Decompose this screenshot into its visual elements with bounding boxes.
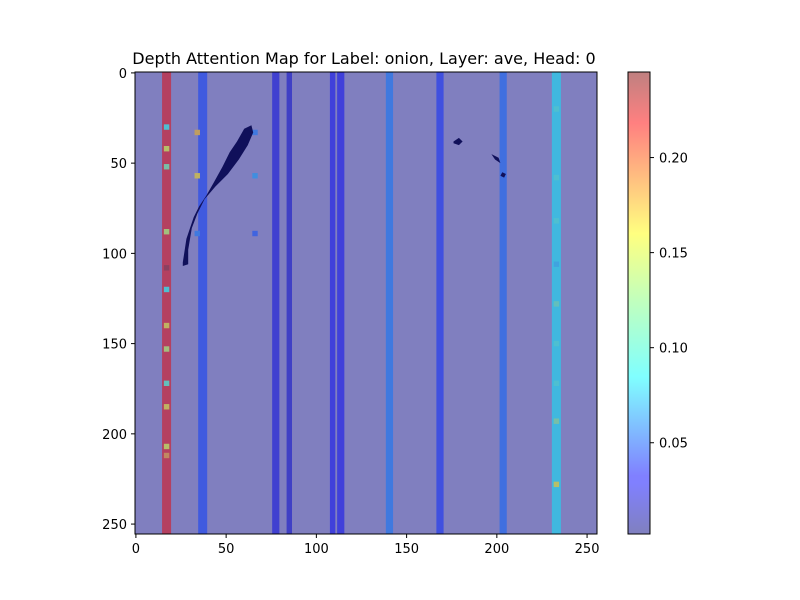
hot-cell	[553, 481, 560, 488]
plot-frame	[134, 71, 598, 535]
hot-cell	[252, 230, 258, 237]
column-band	[385, 72, 394, 534]
y-axis: 0 50 100 150 200 250	[102, 67, 135, 533]
colorbar-tick-label: 0.10	[659, 342, 688, 357]
hot-cell	[553, 340, 560, 347]
dark-region	[453, 137, 463, 146]
column-band	[329, 72, 336, 534]
dark-region	[182, 125, 254, 266]
y-tick-label: 150	[102, 338, 127, 353]
hot-cell	[163, 145, 170, 152]
column-band	[162, 72, 172, 534]
hot-cell	[194, 129, 200, 136]
hot-cell	[163, 404, 170, 410]
dark-region	[500, 172, 506, 178]
column-band	[436, 72, 444, 534]
hot-cell	[553, 301, 560, 307]
hot-cell	[553, 106, 560, 112]
plot-area	[135, 72, 597, 534]
dark-region	[491, 154, 501, 164]
hot-cells	[163, 106, 560, 488]
y-tick-label: 100	[102, 247, 127, 262]
x-tick-label: 100	[304, 542, 329, 557]
x-tick-label: 0	[132, 542, 140, 557]
x-tick-label: 150	[394, 542, 419, 557]
y-tick-label: 50	[110, 157, 127, 172]
column-band	[272, 72, 280, 534]
hot-cell	[252, 129, 258, 136]
colorbar: 0.05 0.10 0.15 0.20	[627, 71, 688, 535]
hot-cell	[163, 380, 170, 387]
y-tick-label: 0	[119, 67, 127, 82]
hot-cell	[553, 418, 560, 424]
column-band	[286, 72, 293, 534]
y-tick-label: 250	[102, 518, 127, 533]
hot-cell	[194, 173, 200, 179]
dark-regions	[182, 125, 506, 266]
hot-cell	[194, 230, 200, 237]
hot-cell	[163, 164, 170, 170]
hot-cell	[163, 229, 170, 235]
plot-background	[135, 72, 597, 534]
hot-cell	[163, 346, 170, 352]
hot-cell	[163, 286, 170, 293]
colorbar-tick-label: 0.15	[659, 247, 688, 262]
hot-cell	[163, 265, 170, 271]
hot-cell	[163, 322, 170, 329]
hot-cell	[163, 452, 170, 459]
hot-cell	[163, 443, 170, 450]
hot-cell	[553, 218, 560, 224]
hot-cell	[163, 124, 170, 130]
column-band	[337, 72, 345, 534]
colorbar-frame	[627, 71, 651, 535]
colorbar-gradient	[628, 72, 650, 534]
x-tick-label: 250	[575, 542, 600, 557]
chart-title: Depth Attention Map for Label: onion, La…	[132, 49, 595, 68]
colorbar-tick-label: 0.05	[659, 437, 688, 452]
column-band	[499, 72, 507, 534]
x-tick-label: 50	[218, 542, 235, 557]
y-tick-label: 200	[102, 428, 127, 443]
column-band	[198, 72, 208, 534]
hot-cell	[553, 380, 560, 387]
colorbar-tick-label: 0.20	[659, 152, 688, 167]
x-tick-label: 200	[484, 542, 509, 557]
hot-cell	[252, 173, 258, 179]
hot-cell	[553, 174, 560, 181]
colorbar-ticks: 0.05 0.10 0.15 0.20	[650, 152, 688, 452]
hot-cell	[553, 261, 560, 267]
x-axis: 0 50 100 150 200 250	[132, 534, 600, 557]
